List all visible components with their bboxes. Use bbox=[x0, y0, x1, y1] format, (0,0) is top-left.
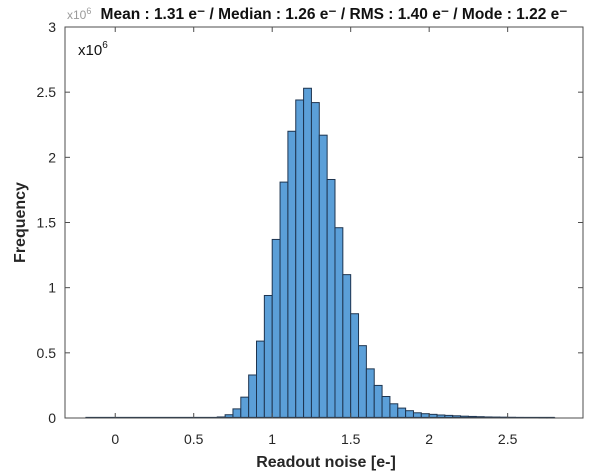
x-tick-label: 2 bbox=[425, 431, 433, 447]
histogram-bar bbox=[350, 313, 360, 419]
histogram-bar bbox=[263, 294, 273, 419]
y-exponent-ghost-label: x106 bbox=[67, 6, 91, 22]
y-tick-label: 2 bbox=[48, 149, 56, 165]
y-tick-label: 0 bbox=[48, 410, 56, 426]
x-tick-label: 1.5 bbox=[341, 431, 361, 447]
y-axis-ticks: 0 0.5 1 1.5 2 2.5 3 bbox=[37, 19, 583, 426]
x-tick-label: 2.5 bbox=[498, 431, 518, 447]
histogram-bar bbox=[358, 345, 367, 419]
histogram-bar bbox=[279, 181, 289, 419]
histogram-bar bbox=[397, 407, 407, 419]
histogram-bar bbox=[232, 408, 242, 419]
histogram-bar bbox=[295, 99, 305, 419]
histogram-bars bbox=[216, 87, 556, 419]
histogram-bar bbox=[373, 384, 383, 419]
x-axis-label: Readout noise [e-] bbox=[256, 454, 396, 471]
histogram-bar bbox=[310, 102, 320, 419]
histogram-bar bbox=[326, 178, 336, 419]
chart-title: Mean : 1.31 e⁻ / Median : 1.26 e⁻ / RMS … bbox=[101, 6, 568, 23]
histogram-bar bbox=[381, 396, 391, 419]
y-multiplier-annotation: x106 bbox=[78, 40, 108, 59]
y-tick-label: 1 bbox=[48, 280, 56, 296]
histogram-bar bbox=[287, 130, 297, 419]
x-tick-label: 0 bbox=[111, 431, 119, 447]
y-tick-label: 0.5 bbox=[37, 345, 57, 361]
histogram-bar bbox=[389, 403, 399, 419]
histogram-bar bbox=[342, 274, 352, 419]
y-tick-label: 2.5 bbox=[37, 84, 57, 100]
y-tick-label: 3 bbox=[48, 19, 56, 35]
histogram-bar bbox=[256, 340, 265, 419]
histogram-bar bbox=[365, 368, 375, 419]
histogram-bar bbox=[240, 396, 250, 419]
x-tick-label: 0.5 bbox=[184, 431, 204, 447]
y-tick-label: 1.5 bbox=[37, 215, 57, 231]
histogram-bar bbox=[334, 227, 344, 419]
x-tick-label: 1 bbox=[268, 431, 276, 447]
x-axis-ticks: 0 0.5 1 1.5 2 2.5 bbox=[111, 27, 518, 447]
histogram-bar bbox=[318, 134, 328, 419]
histogram-bar bbox=[248, 374, 257, 419]
histogram-bar bbox=[271, 238, 281, 419]
histogram-bar bbox=[303, 87, 312, 419]
y-axis-label: Frequency bbox=[12, 182, 29, 263]
